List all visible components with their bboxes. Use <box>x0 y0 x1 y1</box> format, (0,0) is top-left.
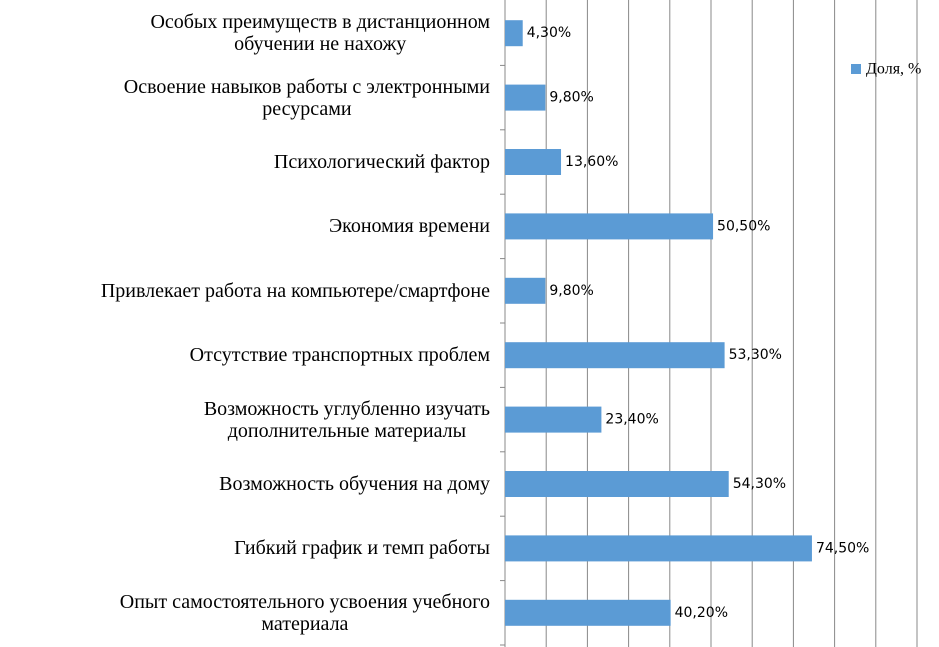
category-label-box: Опыт самостоятельного усвоения учебного … <box>0 581 490 645</box>
category-label-box: Освоение навыков работы с электронными р… <box>0 66 490 130</box>
category-label-box: Экономия времени <box>0 194 490 258</box>
bar <box>505 342 725 369</box>
category-label-box: Гибкий график и темп работы <box>0 516 490 580</box>
value-label: 74,50% <box>816 540 869 556</box>
value-label: 23,40% <box>605 412 658 428</box>
value-label: 54,30% <box>733 476 786 492</box>
value-label: 53,30% <box>729 347 782 363</box>
category-label: Психологический фактор <box>273 151 490 173</box>
category-label-box: Психологический фактор <box>0 130 490 194</box>
bar <box>505 84 546 111</box>
category-label-box: Возможность углубленно изучать дополните… <box>0 388 490 452</box>
category-label-box: Отсутствие транспортных проблем <box>0 323 490 387</box>
category-label: Возможность углубленно изучать дополните… <box>203 397 490 442</box>
bar <box>505 471 729 497</box>
category-label: Экономия времени <box>328 215 490 238</box>
bar <box>505 20 523 47</box>
category-label: Освоение навыков работы с электронными р… <box>123 75 490 120</box>
value-label: 4,30% <box>527 25 571 41</box>
bar <box>505 406 602 433</box>
value-label: 9,80% <box>549 283 593 299</box>
category-label-box: Привлекает работа на компьютере/смартфон… <box>0 259 490 323</box>
category-label: Привлекает работа на компьютере/смартфон… <box>100 279 490 302</box>
category-label: Особых преимуществ в дистанционном обуче… <box>150 11 490 56</box>
category-label: Опыт самостоятельного усвоения учебного … <box>119 590 490 635</box>
category-label-box: Возможность обучения на дому <box>0 452 490 516</box>
category-label: Гибкий график и темп работы <box>234 537 490 560</box>
legend-label: Доля, % <box>866 61 921 78</box>
bar <box>505 535 812 562</box>
bar <box>505 277 546 304</box>
category-label: Возможность обучения на дому <box>219 473 490 495</box>
value-label: 50,50% <box>717 218 770 234</box>
bar <box>505 213 714 240</box>
value-label: 13,60% <box>565 154 618 170</box>
legend-swatch <box>851 64 861 74</box>
value-label: 40,20% <box>675 605 728 621</box>
category-label-box: Особых преимуществ в дистанционном обуче… <box>0 1 490 65</box>
bar <box>505 149 562 175</box>
value-label: 9,80% <box>549 90 593 106</box>
category-label: Отсутствие транспортных проблем <box>189 344 490 367</box>
bar <box>505 599 671 626</box>
